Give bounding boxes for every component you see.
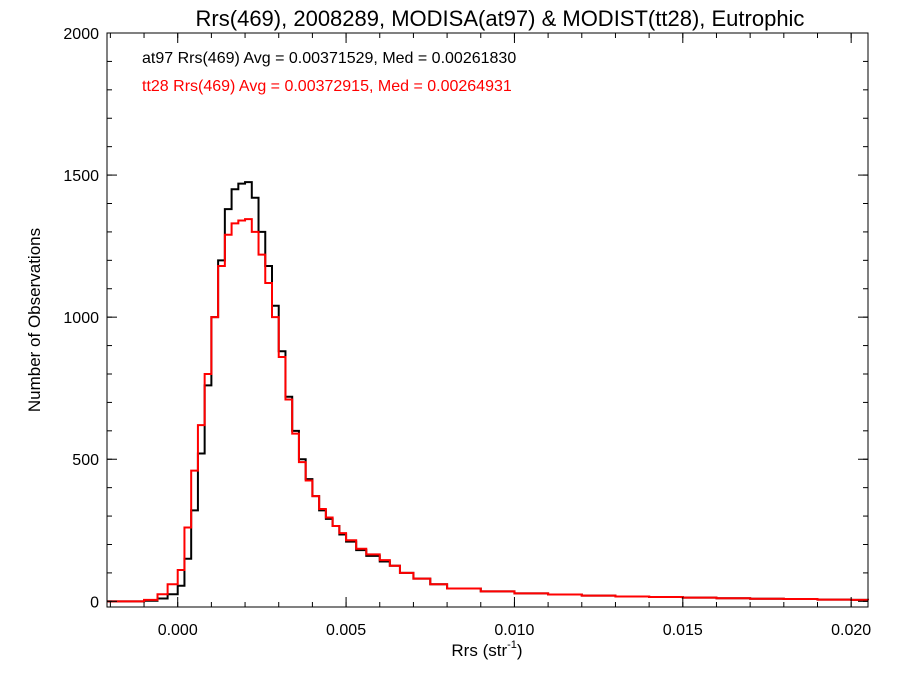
series-layer [107,181,869,603]
x-axis-label-main: Rrs (str [451,641,507,660]
y-tick-label: 1000 [63,310,99,327]
annotation-tt28: tt28 Rrs(469) Avg = 0.00372915, Med = 0.… [142,78,512,95]
y-tick-label: 500 [72,452,99,469]
series-line-0 [107,181,869,603]
x-axis-label: Rrs (str-1) [451,639,522,660]
y-tick-label: 1500 [63,168,99,185]
annotation-at97: at97 Rrs(469) Avg = 0.00371529, Med = 0.… [142,50,516,67]
y-tick-label: 0 [90,594,99,611]
chart-title: Rrs(469), 2008289, MODISA(at97) & MODIST… [196,6,805,31]
x-tick-label: 0.000 [158,622,198,639]
x-tick-label: 0.015 [663,622,703,639]
y-axis-label: Number of Observations [25,228,44,412]
x-tick-label: 0.020 [831,622,871,639]
x-axis-label-end: ) [517,641,523,660]
x-axis: 0.000 0.005 0.010 0.015 0.020 [109,33,871,639]
series-line-1 [107,218,869,603]
x-tick-label: 0.005 [326,622,366,639]
x-axis-label-sup: -1 [507,639,517,651]
y-tick-label: 2000 [63,26,99,43]
plot-frame [106,32,869,608]
y-axis: 0 500 1000 1500 2000 [63,26,868,611]
x-tick-label: 0.010 [494,622,534,639]
